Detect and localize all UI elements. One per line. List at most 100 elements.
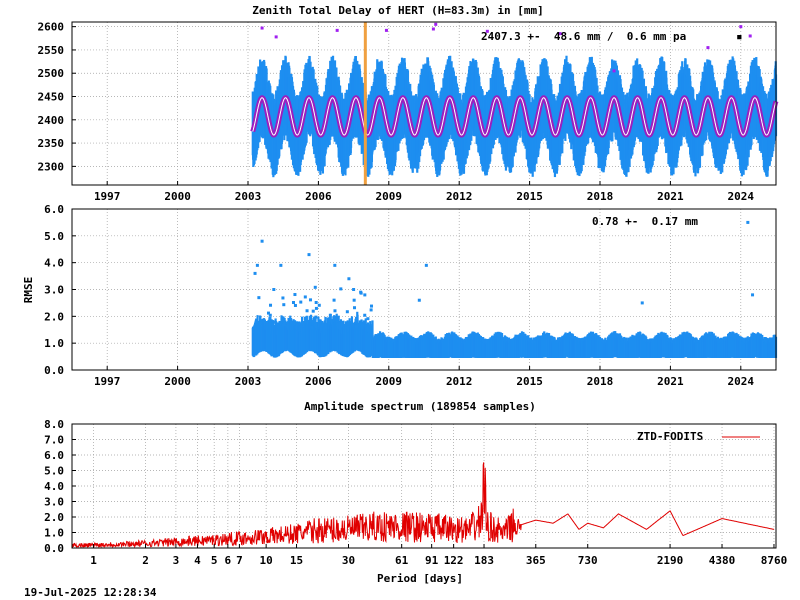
y-tick-label: 2500: [38, 67, 65, 80]
rmse-outlier-point: [370, 304, 374, 308]
ztd-outlier-point: [558, 32, 562, 36]
rmse-outlier-point: [640, 301, 644, 305]
y-tick-label: 2350: [38, 137, 65, 150]
rmse-outliers: [253, 220, 755, 329]
rmse-outlier-point: [258, 321, 262, 325]
rmse-outlier-point: [299, 300, 303, 304]
ztd-outlier-point: [434, 22, 438, 26]
ztd-annotation: 2407.3 +- 48.6 mm / 0.6 mm pa: [481, 30, 686, 43]
rmse-y-ticks: 0.0 1.0 2.0 3.0 4.0 5.0 6.0: [44, 203, 76, 377]
x-tick-label: 7: [236, 554, 243, 567]
spectrum-title: Amplitude spectrum (189854 samples): [304, 400, 536, 413]
rmse-outlier-point: [314, 300, 318, 304]
rmse-outlier-point: [345, 310, 349, 314]
rmse-outlier-point: [311, 309, 315, 313]
y-tick-label: 7.0: [44, 434, 64, 447]
x-tick-label: 2015: [516, 375, 543, 388]
x-tick-label: 2018: [587, 190, 614, 203]
ztd-title: Zenith Total Delay of HERT (H=83.3m) in …: [252, 4, 543, 17]
rmse-outlier-point: [359, 291, 363, 295]
rmse-panel: 0.0 1.0 2.0 3.0 4.0 5.0 6.0 1997 2000 2003 2006 20…: [22, 203, 778, 388]
rmse-outlier-point: [272, 288, 276, 291]
rmse-outlier-point: [257, 296, 261, 300]
rmse-outlier-point: [282, 321, 286, 325]
rmse-x-ticks: 1997 2000 2003 2006 2009 2012 2015 2018 2021 2024: [94, 366, 754, 388]
x-tick-label: 2000: [164, 190, 191, 203]
rmse-outlier-point: [363, 313, 367, 317]
rmse-outlier-point: [293, 293, 297, 297]
rmse-outlier-point: [333, 309, 337, 313]
ztd-outlier-point: [274, 35, 278, 39]
y-tick-label: 4.0: [44, 257, 64, 270]
rmse-outlier-point: [332, 298, 336, 302]
x-tick-label: 3: [173, 554, 180, 567]
y-tick-label: 5.0: [44, 230, 64, 243]
y-tick-label: 8.0: [44, 418, 64, 431]
rmse-outlier-point: [354, 324, 358, 328]
rmse-outlier-point: [333, 263, 337, 267]
spectrum-y-ticks: 0.0 1.0 2.0 3.0 4.0 5.0 6.0 7.0 8.0: [44, 418, 76, 555]
rmse-outlier-point: [303, 316, 307, 320]
x-tick-label: 122: [444, 554, 464, 567]
x-tick-label: 1: [90, 554, 97, 567]
rmse-outlier-point: [260, 239, 264, 243]
ztd-x-ticks: 1997 2000 2003 2006 2009 2012 2015 2018 2021 2024: [94, 181, 754, 203]
rmse-annotation: 0.78 +- 0.17 mm: [592, 215, 698, 228]
rmse-outlier-point: [268, 313, 272, 317]
rmse-outlier-point: [253, 271, 257, 275]
x-tick-label: 1997: [94, 190, 121, 203]
x-tick-label: 5: [211, 554, 218, 567]
y-tick-label: 5.0: [44, 465, 64, 478]
y-tick-label: 0.0: [44, 542, 64, 555]
ztd-fit-curve-core: [252, 97, 777, 136]
rmse-outlier-point: [268, 316, 272, 320]
spectrum-xlabel: Period [days]: [377, 572, 463, 585]
ztd-outlier-point: [260, 26, 264, 30]
ztd-outliers: [260, 22, 752, 73]
rmse-outlier-point: [310, 325, 314, 329]
ztd-outlier-point: [739, 25, 743, 29]
y-tick-label: 2400: [38, 114, 65, 127]
rmse-outlier-point: [363, 293, 367, 297]
rmse-outlier-point: [281, 296, 285, 300]
rmse-ylabel: RMSE: [22, 277, 35, 304]
x-tick-label: 15: [290, 554, 303, 567]
rmse-outlier-point: [307, 253, 311, 257]
x-tick-label: 2190: [657, 554, 684, 567]
x-tick-label: 91: [425, 554, 439, 567]
x-tick-label: 6: [225, 554, 232, 567]
x-tick-label: 8760: [761, 554, 788, 567]
y-tick-label: 1.0: [44, 337, 64, 350]
ztd-annotation-marker: ▪: [736, 30, 743, 43]
x-tick-label: 2006: [305, 190, 332, 203]
spectrum-x-ticks: 1 2 3 4 5 6 7 10 15 30 61 91 122 183 365 730 2190 4380 876…: [90, 544, 787, 567]
ztd-outlier-point: [706, 46, 710, 50]
y-tick-label: 2300: [38, 160, 65, 173]
rmse-outlier-point: [746, 220, 750, 224]
ztd-frame: [71, 21, 777, 186]
rmse-outlier-point: [281, 323, 285, 327]
x-tick-label: 2000: [164, 375, 191, 388]
rmse-outlier-point: [347, 277, 351, 281]
ztd-outlier-point: [748, 34, 752, 38]
rmse-outlier-point: [269, 303, 273, 307]
rmse-scatter-point: [371, 320, 374, 354]
x-tick-label: 10: [260, 554, 273, 567]
ztd-panel: Zenith Total Delay of HERT (H=83.3m) in …: [38, 4, 779, 203]
y-tick-label: 6.0: [44, 203, 64, 216]
ztd-y-ticks: 2300 2350 2400 2450 2500 2550 2600: [38, 21, 76, 173]
rmse-outlier-point: [293, 303, 297, 307]
y-tick-label: 2550: [38, 44, 65, 57]
ztd-outlier-point: [485, 29, 489, 33]
rmse-outlier-point: [266, 311, 270, 315]
rmse-outlier-point: [291, 301, 295, 305]
ztd-outlier-point: [612, 69, 616, 73]
x-tick-label: 2012: [446, 190, 473, 203]
spectrum-legend-label: ZTD-FODITS: [637, 430, 703, 443]
spectrum-line: [71, 462, 775, 549]
x-tick-label: 2009: [376, 190, 403, 203]
rmse-outlier-point: [352, 288, 356, 291]
x-tick-label: 4380: [709, 554, 736, 567]
x-tick-label: 61: [395, 554, 409, 567]
